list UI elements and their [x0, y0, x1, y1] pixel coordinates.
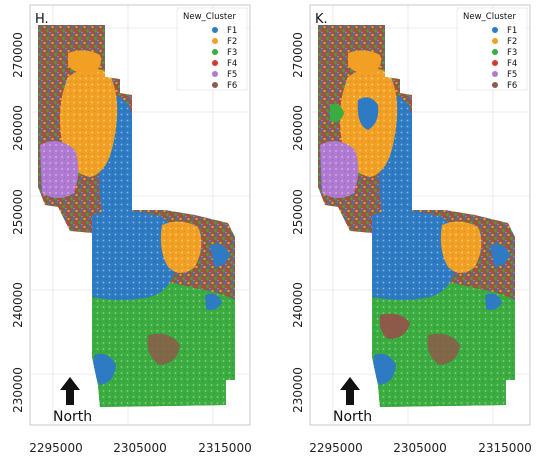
legend-item-f1: F1: [212, 26, 237, 36]
legend-item-f1: F1: [492, 26, 517, 36]
x-tick: 2295000: [29, 441, 82, 455]
legend-item-f2: F2: [212, 37, 237, 47]
y-tick: 250000: [291, 189, 305, 235]
y-tick: 230000: [291, 367, 305, 413]
y-tick: 260000: [11, 105, 25, 151]
legend-item-f2: F2: [492, 37, 517, 47]
panel-k-legend: New_Cluster F1 F2 F3 F4 F5: [456, 7, 528, 91]
x-tick: 2315000: [198, 441, 251, 455]
panel-k: K. New_Cluster F1 F2 F3 F4 F5: [309, 4, 531, 426]
legend-item-f3: F3: [492, 48, 517, 58]
svg-text:F2: F2: [227, 37, 237, 47]
svg-text:F4: F4: [507, 59, 517, 69]
panel-h: H. New_Cluster F1 F2 F3 F4 F: [29, 4, 251, 426]
y-tick: 270000: [291, 32, 305, 78]
legend-item-f4: F4: [212, 59, 237, 69]
x-tick: 2305000: [393, 441, 446, 455]
svg-text:F2: F2: [507, 37, 517, 47]
y-tick: 240000: [11, 282, 25, 328]
legend-item-f5: F5: [492, 70, 517, 80]
x-tick: 2295000: [309, 441, 362, 455]
x-tick: 2305000: [113, 441, 166, 455]
svg-text:F5: F5: [227, 70, 237, 80]
svg-text:F6: F6: [507, 81, 517, 91]
svg-text:F4: F4: [227, 59, 237, 69]
svg-text:F1: F1: [507, 26, 517, 36]
panel-h-north-arrow: North: [53, 377, 92, 425]
svg-text:F1: F1: [227, 26, 237, 36]
legend-item-f4: F4: [492, 59, 517, 69]
legend-item-f5: F5: [212, 70, 237, 80]
svg-text:F3: F3: [507, 48, 517, 58]
legend-title: New_Cluster: [463, 12, 516, 22]
legend-title: New_Cluster: [183, 12, 236, 22]
panel-k-x-ticks: 2295000 2305000 2315000: [309, 441, 531, 455]
y-tick: 240000: [291, 282, 305, 328]
y-tick: 230000: [11, 367, 25, 413]
panel-k-y-ticks: 270000 260000 250000 240000 230000: [291, 32, 305, 413]
panel-h-y-ticks: 270000 260000 250000 240000 230000: [11, 32, 25, 413]
panel-k-north-arrow: North: [333, 377, 372, 425]
svg-text:F6: F6: [227, 81, 237, 91]
panel-h-label: H.: [35, 12, 49, 27]
panel-k-label: K.: [315, 12, 328, 27]
north-arrow-icon: [60, 377, 80, 405]
y-tick: 270000: [11, 32, 25, 78]
legend-item-f6: F6: [212, 81, 237, 91]
svg-text:F3: F3: [227, 48, 237, 58]
panel-k-cluster-map: [318, 25, 515, 407]
north-label: North: [53, 409, 92, 425]
y-tick: 250000: [11, 189, 25, 235]
north-arrow-icon: [340, 377, 360, 405]
y-tick: 260000: [291, 105, 305, 151]
x-tick: 2315000: [478, 441, 531, 455]
panel-h-legend: New_Cluster F1 F2 F3 F4 F5: [176, 7, 248, 91]
north-label: North: [333, 409, 372, 425]
legend-item-f6: F6: [492, 81, 517, 91]
legend-item-f3: F3: [212, 48, 237, 58]
panel-h-x-ticks: 2295000 2305000 2315000: [29, 441, 251, 455]
svg-text:F5: F5: [507, 70, 517, 80]
